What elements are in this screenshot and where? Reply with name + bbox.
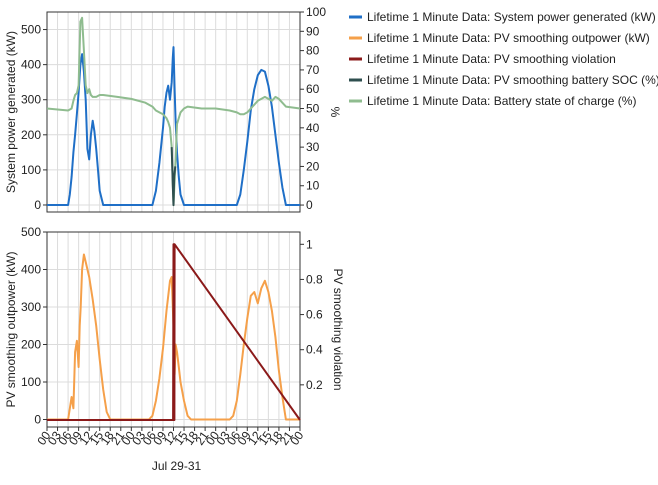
y-axis-title: System power generated (kW) <box>4 31 18 193</box>
y-tick-label: 300 <box>21 93 41 107</box>
chart-panel-2: 0 100 200 300 400 500 0.2 0.4 0.6 0.8 1 PV smoothin… <box>4 225 345 473</box>
y2-tick-label: 0.2 <box>306 378 323 392</box>
y-axis-title: PV smoothing outpower (kW) <box>4 251 18 407</box>
legend: Lifetime 1 Minute Data: System power gen… <box>349 10 658 108</box>
legend-label: Lifetime 1 Minute Data: PV smoothing vio… <box>367 52 616 66</box>
y2-tick-label: 0.4 <box>306 343 323 357</box>
y-tick-label: 200 <box>21 338 41 352</box>
plot-frame <box>46 11 301 213</box>
legend-label: Lifetime 1 Minute Data: PV smoothing out… <box>367 31 650 45</box>
y2-tick-label: 1 <box>306 237 313 251</box>
y2-tick-label: 20 <box>306 159 320 173</box>
series-line-violation <box>47 243 301 421</box>
y2-tick-label: 0 <box>306 198 313 212</box>
y2-tick-label: 10 <box>306 179 320 193</box>
y-tick-label: 100 <box>21 163 41 177</box>
legend-label: Lifetime 1 Minute Data: System power gen… <box>367 10 656 24</box>
y-tick-label: 500 <box>21 225 41 239</box>
chart-panel-1: 01002003004005000102030405060708090100Sy… <box>4 5 342 213</box>
legend-label: Lifetime 1 Minute Data: Battery state of… <box>367 94 636 108</box>
y-tick-label: 300 <box>21 300 41 314</box>
y-tick-label: 100 <box>21 375 41 389</box>
legend-label: Lifetime 1 Minute Data: PV smoothing bat… <box>367 73 658 87</box>
y2-axis-title: % <box>328 107 342 118</box>
y2-tick-label: 30 <box>306 140 320 154</box>
y2-tick-label: 80 <box>306 44 320 58</box>
y2-tick-label: 60 <box>306 82 320 96</box>
series-line-system_power <box>47 46 300 206</box>
y-tick-label: 200 <box>21 128 41 142</box>
y-tick-label: 500 <box>21 23 41 37</box>
y2-tick-label: 50 <box>306 102 320 116</box>
y2-tick-label: 100 <box>306 5 326 19</box>
y2-tick-label: 0.8 <box>306 272 323 286</box>
y2-tick-label: 90 <box>306 24 320 38</box>
y-tick-label: 400 <box>21 263 41 277</box>
series-line-battery_soc <box>170 147 177 207</box>
y-tick-label: 0 <box>34 198 41 212</box>
y-tick-label: 0 <box>34 413 41 427</box>
y2-axis-title: PV smoothing violation <box>331 268 345 390</box>
x-axis-title: Jul 29-31 <box>152 459 202 473</box>
y-tick-label: 400 <box>21 58 41 72</box>
series-line-battery_charge <box>46 16 301 207</box>
y2-tick-label: 40 <box>306 121 320 135</box>
y2-tick-label: 70 <box>306 63 320 77</box>
y2-tick-label: 0.6 <box>306 308 323 322</box>
